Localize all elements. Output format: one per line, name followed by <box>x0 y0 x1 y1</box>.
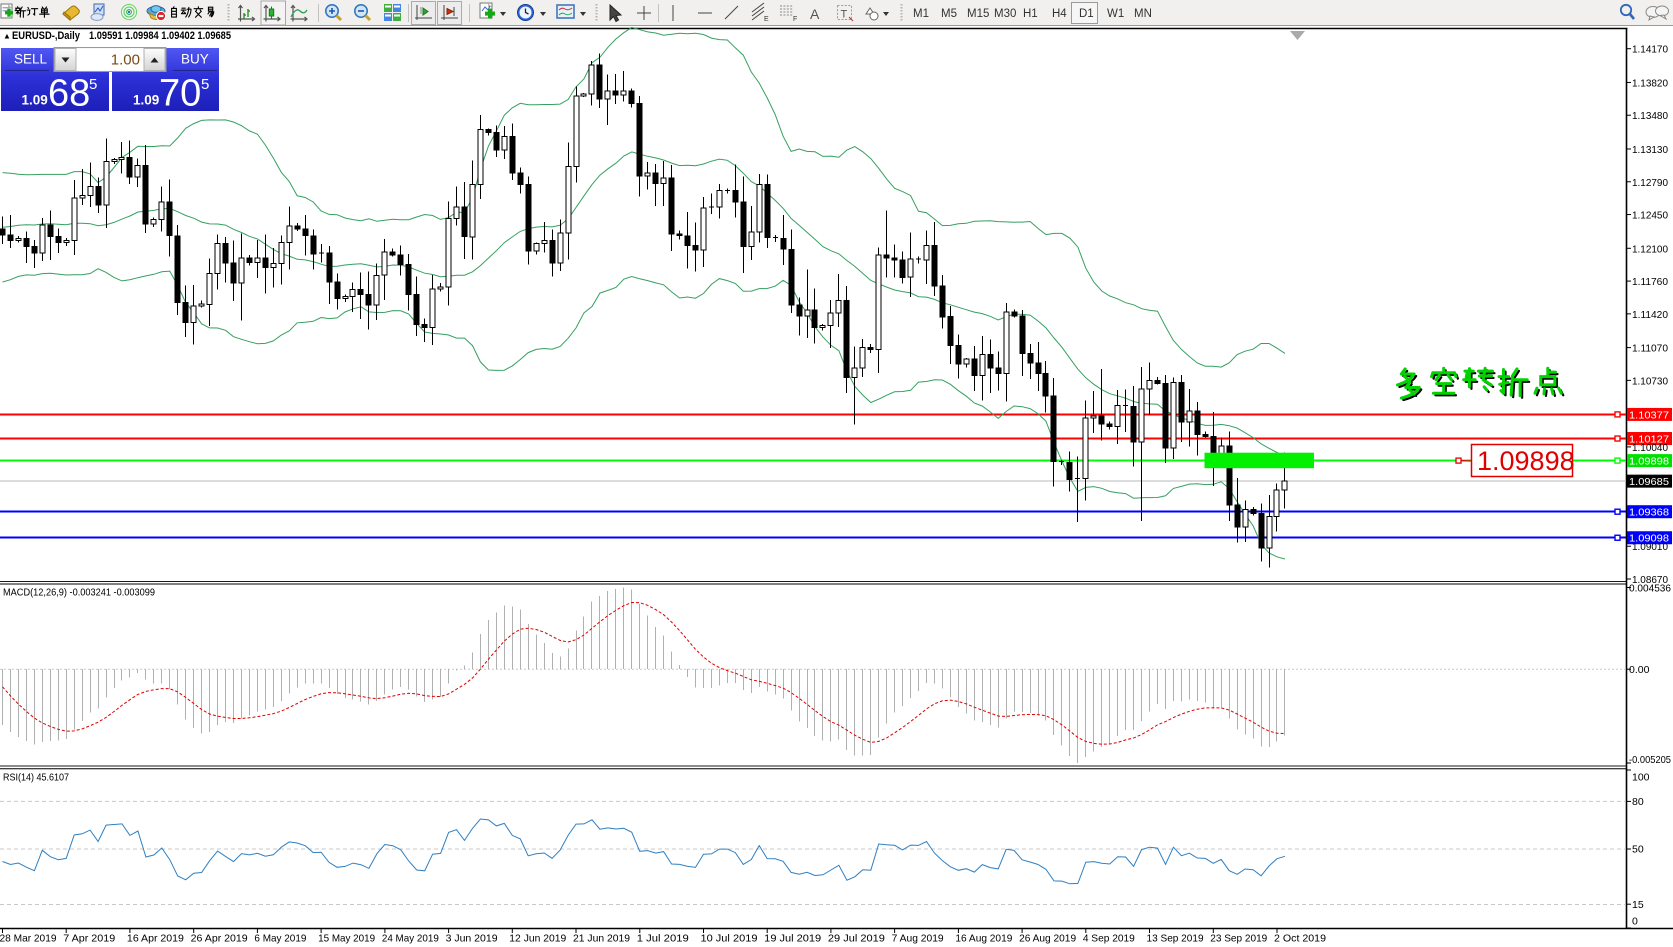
svg-text:EURUSD-,Daily: EURUSD-,Daily <box>12 30 81 42</box>
svg-text:16 Aug 2019: 16 Aug 2019 <box>955 933 1012 945</box>
svg-text:21 Jun 2019: 21 Jun 2019 <box>573 933 630 945</box>
svg-text:1.09098: 1.09098 <box>1629 533 1669 545</box>
svg-text:16 Apr 2019: 16 Apr 2019 <box>127 933 184 945</box>
svg-text:28 Mar 2019: 28 Mar 2019 <box>0 933 57 945</box>
svg-text:5: 5 <box>201 76 209 93</box>
svg-text:M30: M30 <box>994 8 1016 20</box>
svg-text:3 Jun 2019: 3 Jun 2019 <box>446 933 498 945</box>
svg-text:-0.005205: -0.005205 <box>1629 754 1671 766</box>
svg-text:M1: M1 <box>913 8 929 20</box>
svg-text:1.10730: 1.10730 <box>1632 375 1668 387</box>
svg-text:1.09010: 1.09010 <box>1632 541 1668 553</box>
svg-text:13 Sep 2019: 13 Sep 2019 <box>1147 933 1204 945</box>
svg-text:1.09898: 1.09898 <box>1477 446 1575 476</box>
svg-text:H4: H4 <box>1052 8 1067 20</box>
svg-text:15: 15 <box>1632 899 1644 911</box>
svg-text:SELL: SELL <box>14 52 48 67</box>
svg-text:1.09591 1.09984 1.09402 1.0968: 1.09591 1.09984 1.09402 1.09685 <box>89 30 231 42</box>
svg-text:1.11760: 1.11760 <box>1632 276 1668 288</box>
svg-text:5: 5 <box>89 76 97 93</box>
svg-text:50: 50 <box>1632 844 1644 856</box>
svg-text:F: F <box>793 16 797 23</box>
svg-text:1.09898: 1.09898 <box>1629 456 1669 468</box>
svg-text:M15: M15 <box>967 8 989 20</box>
svg-text:1.13820: 1.13820 <box>1632 77 1668 89</box>
svg-text:70: 70 <box>159 72 201 114</box>
svg-text:68: 68 <box>48 72 90 114</box>
svg-text:7 Aug 2019: 7 Aug 2019 <box>892 933 944 945</box>
svg-text:7 Apr 2019: 7 Apr 2019 <box>63 933 115 945</box>
svg-text:▲: ▲ <box>3 32 11 41</box>
svg-text:RSI(14) 45.6107: RSI(14) 45.6107 <box>3 772 69 784</box>
svg-text:15 May 2019: 15 May 2019 <box>318 933 375 945</box>
svg-text:1.00: 1.00 <box>111 52 140 69</box>
svg-text:4 Sep 2019: 4 Sep 2019 <box>1083 933 1135 945</box>
svg-text:1.09368: 1.09368 <box>1629 507 1669 519</box>
svg-text:1.08670: 1.08670 <box>1632 574 1668 586</box>
svg-text:2 Oct 2019: 2 Oct 2019 <box>1274 933 1326 945</box>
svg-text:100: 100 <box>1632 771 1650 783</box>
svg-text:6 May 2019: 6 May 2019 <box>254 933 306 945</box>
svg-text:29 Jul 2019: 29 Jul 2019 <box>828 933 885 945</box>
svg-text:0.004536: 0.004536 <box>1629 583 1671 595</box>
svg-text:1.10127: 1.10127 <box>1629 434 1669 446</box>
svg-text:1.11420: 1.11420 <box>1632 309 1668 321</box>
svg-text:19 Jul 2019: 19 Jul 2019 <box>764 933 821 945</box>
svg-text:D1: D1 <box>1079 8 1094 20</box>
svg-text:A: A <box>810 6 820 22</box>
svg-text:H1: H1 <box>1023 8 1038 20</box>
svg-text:1.14170: 1.14170 <box>1632 44 1668 56</box>
svg-text:E: E <box>764 16 769 23</box>
svg-text:1.13480: 1.13480 <box>1632 110 1668 122</box>
svg-text:BUY: BUY <box>181 52 209 67</box>
svg-text:23 Sep 2019: 23 Sep 2019 <box>1210 933 1267 945</box>
svg-text:W1: W1 <box>1107 8 1124 20</box>
svg-text:1.13130: 1.13130 <box>1632 144 1668 156</box>
svg-text:1.09: 1.09 <box>22 93 48 108</box>
svg-text:0.00: 0.00 <box>1629 664 1650 676</box>
svg-text:1.12450: 1.12450 <box>1632 210 1668 222</box>
svg-text:10 Jul 2019: 10 Jul 2019 <box>700 933 757 945</box>
svg-text:1.10040: 1.10040 <box>1632 442 1668 454</box>
svg-text:24 May 2019: 24 May 2019 <box>382 933 439 945</box>
svg-text:1 Jul 2019: 1 Jul 2019 <box>637 933 689 945</box>
svg-text:0: 0 <box>1632 916 1638 928</box>
svg-text:M5: M5 <box>941 8 957 20</box>
svg-text:MN: MN <box>1134 8 1152 20</box>
svg-text:MACD(12,26,9) -0.003241 -0.003: MACD(12,26,9) -0.003241 -0.003099 <box>3 587 155 599</box>
svg-text:T: T <box>841 9 848 21</box>
svg-text:1.09685: 1.09685 <box>1629 476 1669 488</box>
svg-text:26 Apr 2019: 26 Apr 2019 <box>191 933 248 945</box>
svg-text:1.12790: 1.12790 <box>1632 177 1668 189</box>
svg-text:1.09: 1.09 <box>133 93 159 108</box>
svg-text:1.10377: 1.10377 <box>1629 409 1669 421</box>
svg-text:12 Jun 2019: 12 Jun 2019 <box>509 933 566 945</box>
svg-text:1.11070: 1.11070 <box>1632 343 1668 355</box>
svg-text:80: 80 <box>1632 796 1644 808</box>
svg-text:26 Aug 2019: 26 Aug 2019 <box>1019 933 1076 945</box>
svg-text:1.12100: 1.12100 <box>1632 243 1668 255</box>
